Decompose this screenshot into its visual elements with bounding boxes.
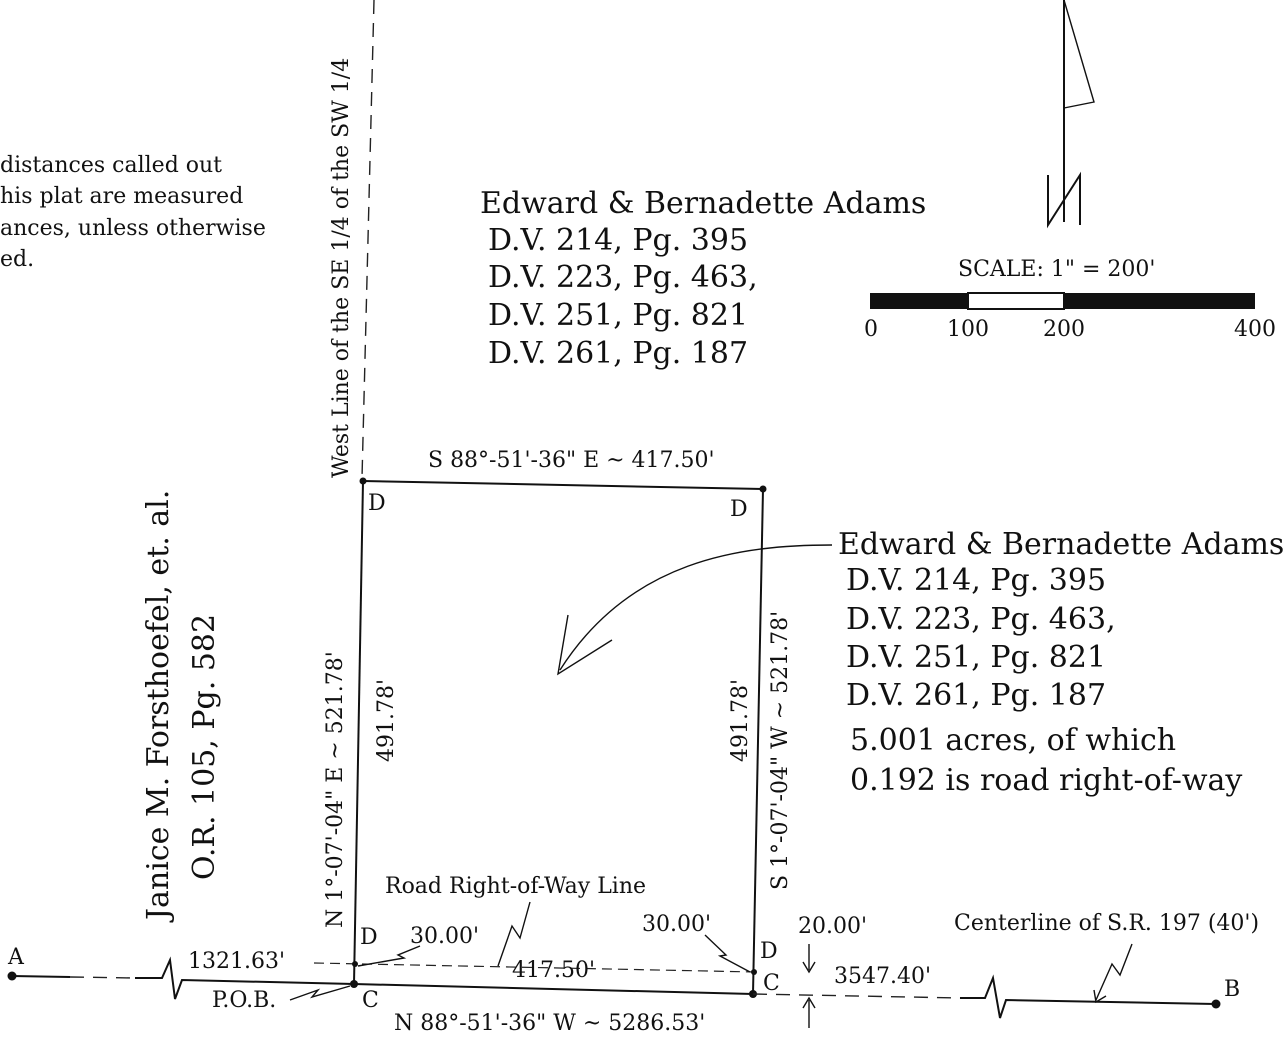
- scale-tick-400: 400: [1234, 317, 1276, 342]
- label-d-se: D: [760, 939, 778, 964]
- label-d-nw: D: [368, 491, 386, 516]
- east-bearing: S 1°-07'-04" W ~ 521.78': [768, 611, 793, 890]
- row-point-east: [751, 969, 757, 975]
- north-deed-4: D.V. 261, Pg. 187: [488, 336, 748, 371]
- dist-east: 3547.40': [834, 964, 931, 989]
- half-width: 20.00': [798, 914, 867, 939]
- west-owner-name: Janice M. Forsthoefel, et. al.: [141, 490, 176, 923]
- row-point-west: [352, 961, 358, 967]
- row-length: 417.50': [512, 958, 595, 983]
- parcel-boundary: [350, 477, 767, 998]
- offset-east-leader: [704, 934, 751, 973]
- north-deed-3: D.V. 251, Pg. 821: [488, 298, 748, 333]
- north-deed-2: D.V. 223, Pg. 463,: [488, 260, 758, 295]
- scale-segment-1: [870, 293, 968, 309]
- west-quarter-line: [361, 0, 375, 479]
- offset-west-leader: [357, 945, 421, 967]
- parcel-owner-name: Edward & Bernadette Adams: [838, 527, 1284, 562]
- centerline-label: Centerline of S.R. 197 (40'): [954, 911, 1259, 936]
- row-line-label: Road Right-of-Way Line: [385, 874, 646, 899]
- scale-bar: SCALE: 1" = 200' 0 100 200 400: [864, 257, 1276, 342]
- parcel-deed-3: D.V. 251, Pg. 821: [846, 640, 1106, 675]
- note-line-2: his plat are measured: [0, 184, 243, 209]
- callout-arrowhead: [557, 614, 613, 676]
- label-d-sw: D: [360, 925, 378, 950]
- label-c-sw: C: [362, 988, 379, 1013]
- label-point-b: B: [1224, 977, 1240, 1002]
- offset-west: 30.00': [410, 924, 479, 949]
- west-bearing: N 1°-07'-04" E ~ 521.78': [323, 651, 348, 928]
- parcel-row-note: 0.192 is road right-of-way: [850, 763, 1242, 798]
- north-arrow: [1047, 0, 1095, 229]
- south-bearing: N 88°-51'-36" W ~ 5286.53': [394, 1011, 705, 1036]
- scale-segment-2: [967, 292, 1065, 310]
- point-a-marker: [7, 971, 17, 981]
- row-line-leader: [497, 901, 531, 967]
- note-line-1: distances called out: [0, 153, 222, 178]
- west-boundary: [353, 480, 364, 985]
- east-inner-distance: 491.78': [728, 679, 753, 762]
- scale-tick-0: 0: [864, 317, 878, 342]
- north-deed-1: D.V. 214, Pg. 395: [488, 223, 748, 258]
- general-note: distances called out his plat are measur…: [0, 153, 266, 272]
- corner-ne: [759, 485, 767, 493]
- north-owner-name: Edward & Bernadette Adams: [480, 186, 926, 221]
- scale-tick-100: 100: [947, 317, 989, 342]
- note-line-4: ed.: [0, 247, 34, 272]
- north-adjacent-owner: Edward & Bernadette Adams D.V. 214, Pg. …: [480, 186, 926, 371]
- note-line-3: ances, unless otherwise: [0, 216, 266, 241]
- west-line-label: West Line of the SE 1/4 of the SW 1/4: [329, 58, 354, 478]
- north-bearing: S 88°-51'-36" E ~ 417.50': [428, 448, 715, 473]
- pob-leader: [289, 985, 351, 1001]
- scale-label: SCALE: 1" = 200': [958, 257, 1155, 282]
- row-line: [313, 962, 757, 973]
- parcel-deed-1: D.V. 214, Pg. 395: [846, 563, 1106, 598]
- dist-west: 1321.63': [188, 949, 285, 974]
- west-inner-distance: 491.78': [374, 679, 399, 762]
- pob-label: P.O.B.: [212, 988, 276, 1013]
- centerline-leader: [1095, 943, 1133, 1001]
- scale-tick-200: 200: [1043, 317, 1085, 342]
- parcel-acreage: 5.001 acres, of which: [850, 723, 1176, 758]
- offset-east: 30.00': [642, 912, 711, 937]
- parcel-owner-callout: Edward & Bernadette Adams D.V. 214, Pg. …: [557, 527, 1284, 798]
- label-d-ne: D: [730, 497, 748, 522]
- point-b-marker: [1211, 999, 1221, 1009]
- label-c-se: C: [763, 971, 780, 996]
- south-boundary: [353, 983, 754, 995]
- road-centerline: [7, 956, 1221, 1019]
- parcel-deed-2: D.V. 223, Pg. 463,: [846, 602, 1116, 637]
- label-point-a: A: [7, 945, 25, 970]
- parcel-deed-4: D.V. 261, Pg. 187: [846, 678, 1106, 713]
- north-boundary: [362, 480, 764, 490]
- scale-segment-3: [1064, 293, 1255, 309]
- west-owner-deed: O.R. 105, Pg. 582: [187, 614, 222, 880]
- callout-leader: [559, 544, 833, 671]
- corner-nw: [359, 477, 367, 485]
- east-boundary: [752, 488, 764, 995]
